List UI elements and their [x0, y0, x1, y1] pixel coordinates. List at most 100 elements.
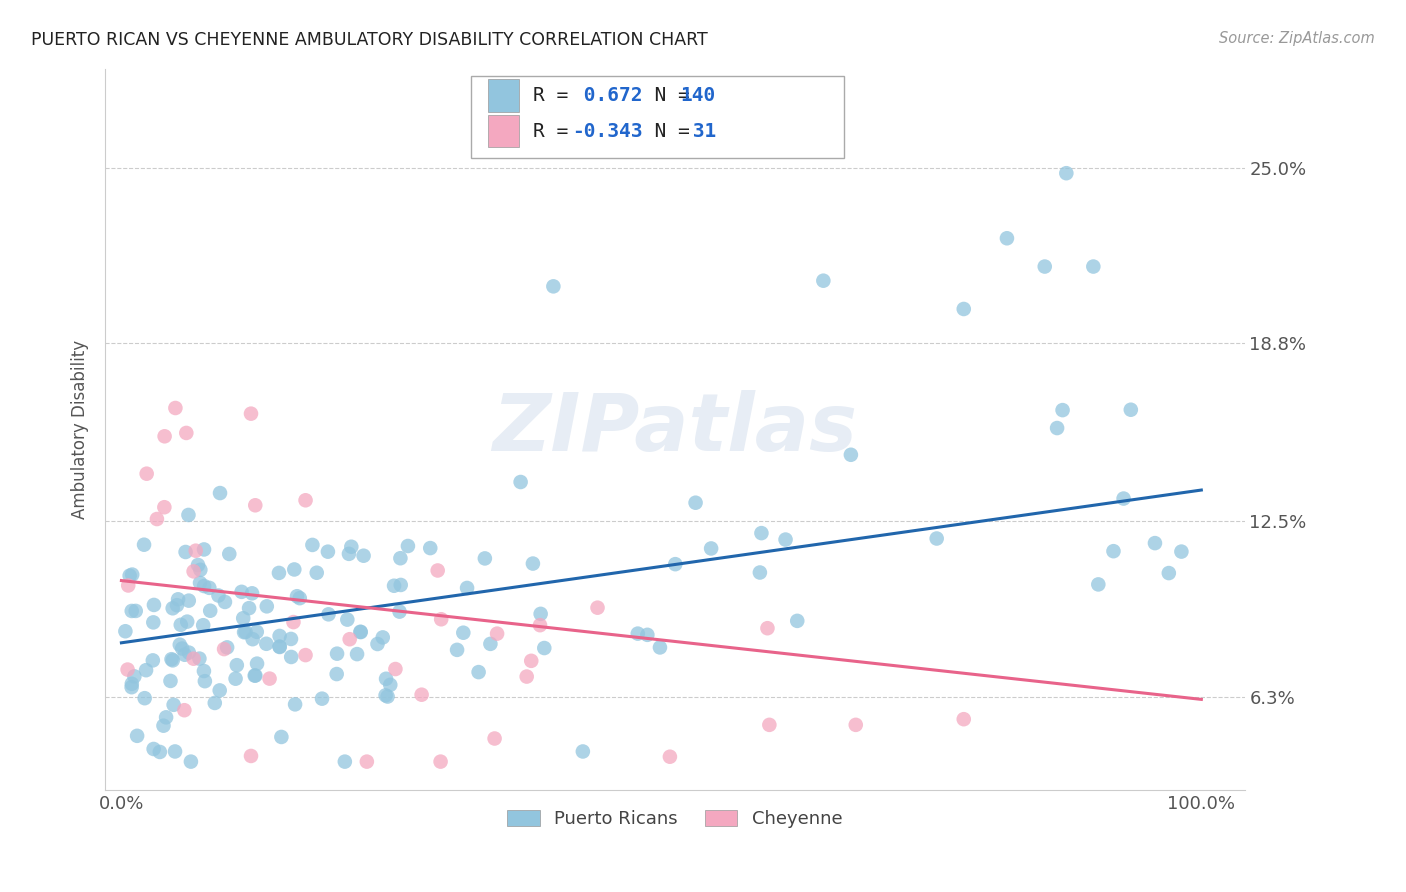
Point	[193, 618, 215, 632]
Point	[389, 551, 412, 566]
Point	[132, 538, 155, 552]
Point	[522, 557, 544, 571]
Point	[159, 673, 181, 688]
Point	[952, 712, 974, 726]
Point	[245, 668, 267, 682]
Point	[117, 578, 139, 592]
Point	[380, 678, 402, 692]
Point	[419, 541, 441, 555]
Point	[183, 565, 205, 579]
Point	[177, 593, 200, 607]
Point	[284, 698, 307, 712]
Point	[1119, 402, 1142, 417]
Point	[283, 562, 305, 576]
Point	[167, 592, 190, 607]
Point	[474, 551, 496, 566]
Point	[170, 617, 193, 632]
Point	[142, 742, 165, 756]
Point	[658, 749, 681, 764]
Point	[337, 547, 360, 561]
Point	[1102, 544, 1125, 558]
Y-axis label: Ambulatory Disability: Ambulatory Disability	[72, 340, 89, 519]
Point	[121, 677, 143, 691]
Point	[280, 650, 302, 665]
Point	[339, 632, 361, 647]
Point	[162, 653, 184, 667]
Point	[162, 601, 184, 615]
Point	[509, 475, 531, 489]
Point	[748, 566, 770, 580]
Point	[318, 607, 340, 622]
Point	[813, 274, 835, 288]
Point	[245, 498, 267, 512]
Point	[426, 564, 449, 578]
Point	[1157, 566, 1180, 580]
Text: PUERTO RICAN VS CHEYENNE AMBULATORY DISABILITY CORRELATION CHART: PUERTO RICAN VS CHEYENNE AMBULATORY DISA…	[31, 31, 707, 49]
Point	[160, 652, 183, 666]
Point	[516, 669, 538, 683]
Point	[172, 641, 194, 656]
Text: N =: N =	[631, 86, 702, 105]
Point	[384, 662, 406, 676]
Point	[176, 615, 198, 629]
Point	[283, 615, 305, 629]
Point	[1046, 421, 1069, 435]
Point	[484, 731, 506, 746]
Point	[155, 710, 177, 724]
Point	[533, 640, 555, 655]
Point	[259, 672, 281, 686]
Point	[1052, 403, 1074, 417]
Text: 0.672: 0.672	[572, 86, 643, 105]
Point	[238, 601, 260, 615]
Point	[208, 683, 231, 698]
Point	[301, 538, 323, 552]
Point	[1112, 491, 1135, 506]
Point	[177, 508, 200, 522]
Point	[446, 643, 468, 657]
Point	[685, 496, 707, 510]
Point	[118, 568, 141, 582]
Point	[456, 581, 478, 595]
Point	[146, 512, 169, 526]
Point	[366, 637, 388, 651]
Point	[188, 563, 211, 577]
Point	[756, 621, 779, 635]
Point	[177, 646, 200, 660]
Point	[240, 407, 263, 421]
Point	[316, 544, 339, 558]
Point	[353, 549, 375, 563]
Point	[165, 401, 187, 415]
Point	[254, 637, 277, 651]
Point	[149, 745, 172, 759]
Point	[543, 279, 565, 293]
Point	[117, 663, 139, 677]
Point	[240, 748, 263, 763]
Point	[214, 595, 236, 609]
Point	[173, 703, 195, 717]
Point	[285, 589, 308, 603]
Point	[169, 638, 191, 652]
Point	[208, 486, 231, 500]
Point	[193, 664, 215, 678]
Point	[246, 624, 269, 639]
Point	[176, 425, 198, 440]
Point	[396, 539, 419, 553]
Point	[288, 591, 311, 606]
Point	[153, 429, 176, 443]
Text: ZIPatlas: ZIPatlas	[492, 390, 858, 468]
Point	[529, 618, 551, 632]
Point	[142, 653, 165, 667]
Point	[163, 744, 186, 758]
Text: 140: 140	[681, 86, 716, 105]
Point	[520, 654, 543, 668]
Point	[374, 689, 396, 703]
Point	[377, 690, 399, 704]
Point	[240, 586, 263, 600]
Point	[479, 637, 502, 651]
Point	[648, 640, 671, 655]
Point	[217, 640, 239, 655]
Point	[294, 493, 316, 508]
Point	[152, 719, 174, 733]
Point	[388, 605, 411, 619]
Point	[389, 578, 412, 592]
